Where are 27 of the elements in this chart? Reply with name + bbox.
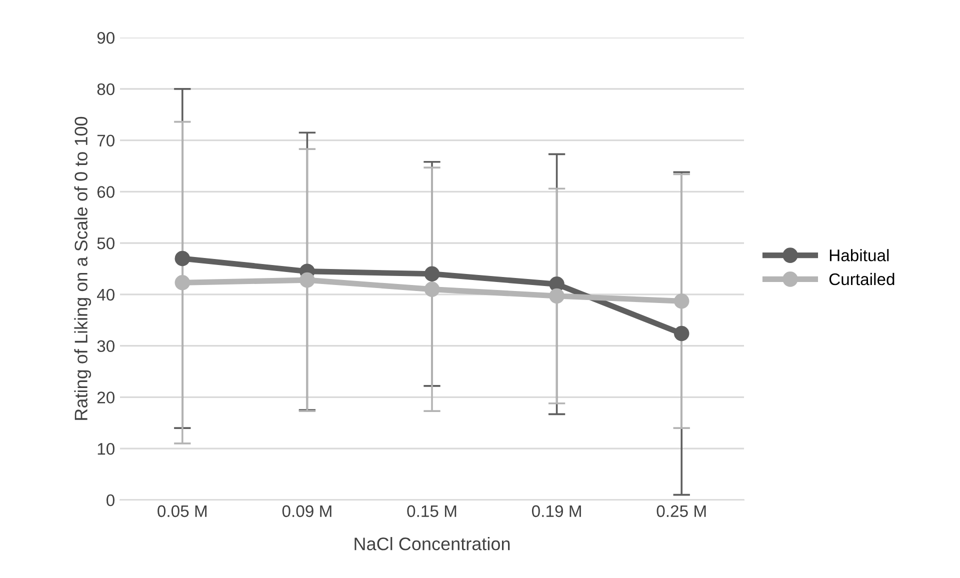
point (174, 250, 190, 266)
point (424, 266, 440, 282)
point (674, 326, 690, 342)
y-axis-title: Rating of Liking on a Scale of 0 to 100 (74, 116, 92, 420)
point (300, 272, 315, 288)
y-tick-label: 40 (96, 288, 114, 301)
y-tick-label: 60 (97, 186, 114, 198)
y-tick-label: 10 (98, 442, 114, 455)
x-tick-label: 0.09 M (282, 505, 332, 518)
legend-label: Curtailed (829, 272, 894, 286)
x-tick-label: 0.05 M (158, 505, 207, 518)
y-tick-label: 90 (97, 32, 114, 44)
y-tick-label: 0 (106, 494, 114, 506)
x-tick-label: 0.15 M (407, 505, 456, 518)
x-axis-title: NaCl Concentration (354, 537, 510, 550)
legend-label: Habitual (830, 249, 889, 262)
y-tick-label: 70 (97, 134, 114, 147)
point (174, 275, 190, 290)
point (549, 288, 564, 304)
y-tick-label: 20 (97, 392, 114, 404)
y-tick-label: 30 (97, 340, 114, 352)
point (674, 294, 690, 309)
point (424, 282, 440, 297)
x-tick-label: 0.19 M (532, 505, 581, 518)
x-tick-label: 0.25 M (656, 505, 706, 518)
y-tick-label: 80 (97, 83, 114, 96)
y-tick-label: 50 (97, 237, 114, 250)
